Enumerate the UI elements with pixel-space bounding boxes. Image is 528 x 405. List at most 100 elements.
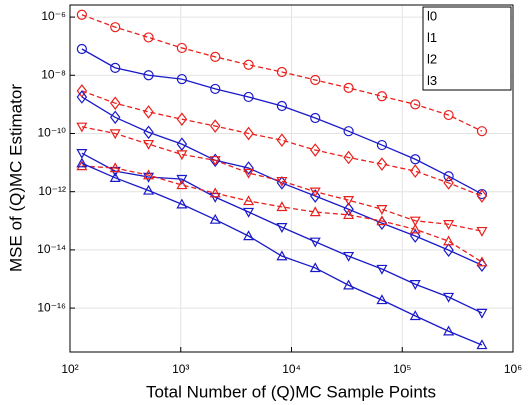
series-line	[81, 152, 483, 314]
marker	[176, 137, 188, 151]
marker	[276, 201, 288, 212]
marker	[76, 90, 88, 104]
marker	[309, 262, 321, 273]
marker	[343, 279, 355, 290]
y-tick-label: 10⁻¹⁰	[38, 126, 67, 140]
legend-box	[422, 6, 512, 91]
marker	[443, 171, 454, 182]
marker	[276, 176, 288, 187]
plot-frame	[69, 4, 514, 353]
series-line	[81, 162, 483, 346]
marker	[476, 339, 488, 350]
x-tick-label: 10²	[61, 362, 78, 376]
marker	[310, 74, 321, 86]
marker	[143, 184, 155, 195]
marker	[176, 198, 188, 209]
marker	[110, 22, 121, 33]
marker	[376, 139, 388, 151]
marker	[176, 150, 188, 161]
x-tick-label: 10³	[172, 362, 189, 376]
marker	[209, 156, 221, 167]
marker	[143, 139, 155, 150]
marker	[210, 83, 221, 95]
marker	[343, 209, 355, 220]
marker	[476, 308, 488, 319]
marker	[409, 223, 421, 234]
marker	[76, 43, 87, 55]
marker	[410, 154, 421, 165]
y-tick-label: 10⁻¹²	[38, 184, 66, 198]
marker	[409, 310, 421, 321]
marker	[76, 149, 88, 159]
legend-text: l1	[427, 30, 437, 45]
marker	[109, 162, 121, 173]
marker	[376, 215, 388, 226]
marker	[143, 125, 154, 140]
marker	[376, 91, 388, 102]
marker	[409, 216, 421, 227]
y-tick-label: 10⁻¹⁴	[37, 242, 66, 256]
marker	[176, 73, 187, 85]
marker	[310, 112, 321, 124]
marker	[309, 206, 321, 217]
y-tick-label: 10⁻⁸	[41, 67, 66, 81]
marker	[176, 112, 188, 127]
marker	[243, 195, 255, 206]
marker	[76, 9, 87, 20]
marker	[276, 223, 288, 233]
marker	[209, 213, 221, 224]
x-tick-label: 10⁶	[504, 362, 522, 376]
marker	[443, 220, 455, 230]
marker	[109, 172, 121, 183]
marker	[309, 237, 321, 248]
series-line	[81, 14, 483, 132]
y-tick-label: 10⁻¹⁶	[37, 300, 66, 314]
marker	[143, 172, 155, 183]
marker	[276, 133, 288, 147]
marker	[276, 250, 288, 261]
marker	[410, 229, 421, 243]
series-line	[81, 96, 483, 266]
legend-text: l3	[427, 73, 437, 88]
marker	[443, 243, 454, 257]
marker	[76, 160, 88, 171]
series-line	[81, 48, 483, 195]
marker	[343, 150, 354, 165]
marker	[476, 256, 488, 267]
marker	[343, 195, 355, 206]
marker	[376, 264, 388, 275]
marker	[343, 82, 354, 93]
marker	[76, 122, 88, 133]
legend-text: l0	[427, 8, 437, 23]
marker	[109, 110, 121, 125]
marker	[309, 187, 321, 198]
marker	[76, 84, 88, 98]
x-tick-label: 10⁵	[393, 362, 411, 376]
marker	[176, 174, 188, 185]
marker	[409, 280, 421, 290]
marker	[243, 168, 255, 179]
y-tick-label: 10⁻⁶	[41, 9, 66, 23]
marker	[243, 91, 254, 103]
y-axis-label: MSE of (Q)MC Estimator	[6, 84, 25, 272]
marker	[276, 100, 288, 112]
marker	[176, 42, 187, 54]
marker	[276, 66, 288, 78]
marker	[76, 157, 88, 168]
marker	[343, 126, 354, 137]
marker	[443, 109, 454, 121]
marker	[476, 189, 488, 203]
marker	[109, 129, 121, 140]
marker	[243, 230, 255, 241]
marker	[176, 179, 188, 190]
marker	[243, 207, 255, 218]
series-line	[81, 165, 483, 263]
marker	[443, 176, 454, 190]
marker	[476, 226, 488, 237]
marker	[443, 235, 455, 246]
marker	[410, 99, 421, 110]
marker	[410, 164, 421, 178]
marker	[109, 96, 121, 111]
marker	[376, 205, 388, 215]
